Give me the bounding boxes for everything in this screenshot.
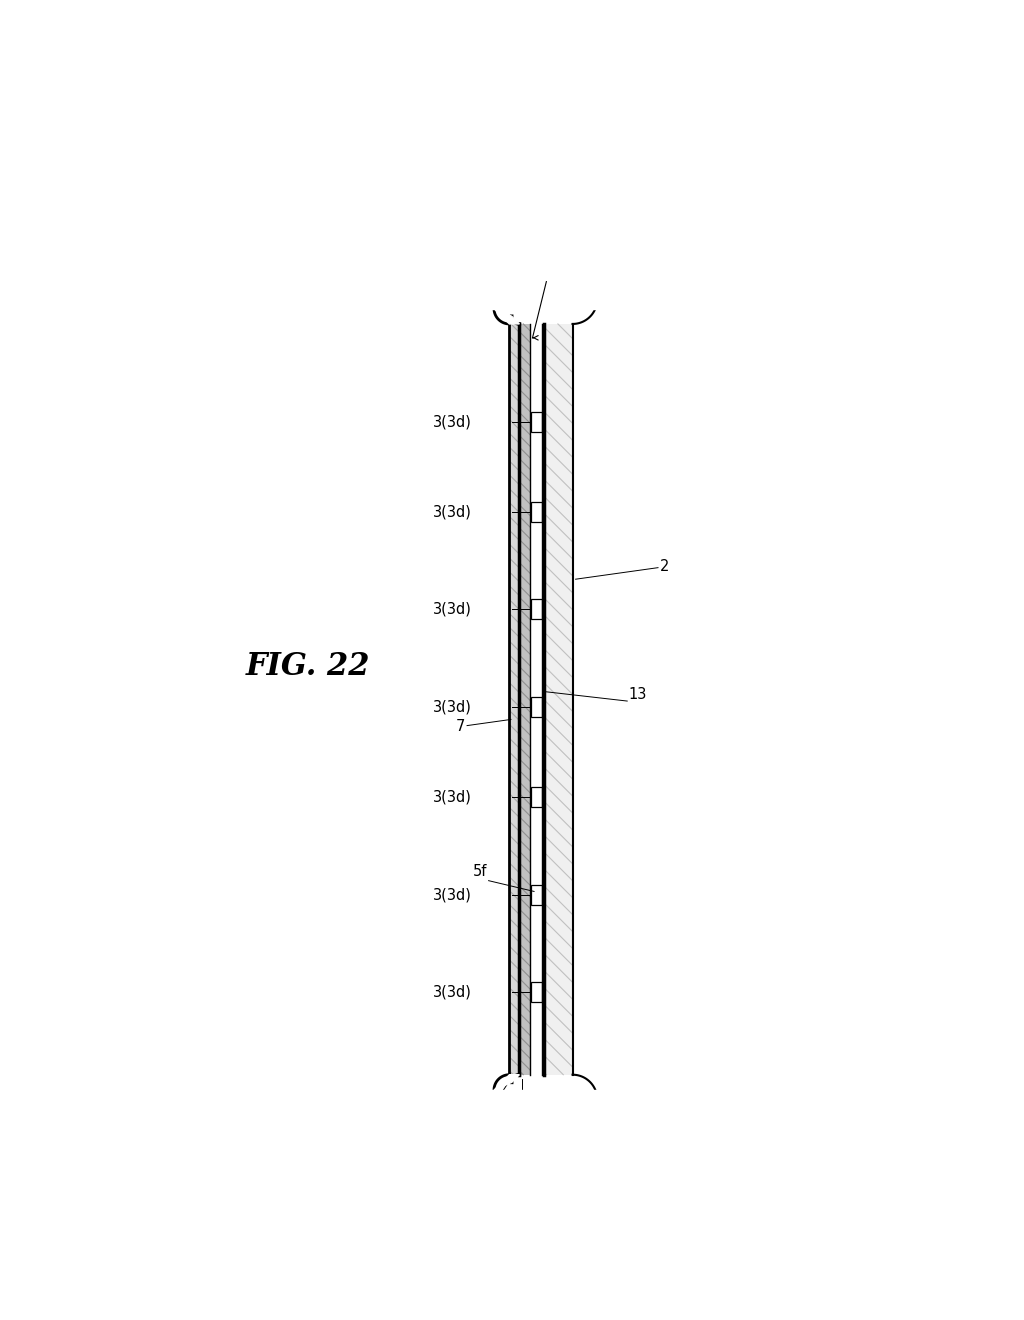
Text: 3(3d): 3(3d) <box>433 789 472 804</box>
Polygon shape <box>494 1074 519 1090</box>
Bar <box>530 323 544 1074</box>
Text: 20(20a): 20(20a) <box>550 271 608 285</box>
Bar <box>531 982 542 1002</box>
Bar <box>519 323 530 1074</box>
Text: 3(3d): 3(3d) <box>433 700 472 714</box>
Text: 5(5e): 5(5e) <box>451 1111 489 1127</box>
Text: 2: 2 <box>659 560 669 574</box>
Text: 2a: 2a <box>513 1122 530 1138</box>
Text: 3(3d): 3(3d) <box>433 985 472 999</box>
Bar <box>544 323 572 1074</box>
Text: US 2012/0235308 A1: US 2012/0235308 A1 <box>627 193 805 209</box>
Text: 3(3d): 3(3d) <box>433 504 472 519</box>
Bar <box>531 599 542 619</box>
Text: 3(3d): 3(3d) <box>433 602 472 616</box>
Polygon shape <box>494 309 519 323</box>
Bar <box>531 412 542 432</box>
Bar <box>531 884 542 904</box>
Text: Sheet 21 of 56: Sheet 21 of 56 <box>509 193 635 209</box>
Text: 5f: 5f <box>473 865 487 879</box>
Text: 2b: 2b <box>551 1138 569 1152</box>
Text: Sep. 20, 2012: Sep. 20, 2012 <box>412 193 529 209</box>
Text: FIG. 22: FIG. 22 <box>246 651 371 682</box>
Text: 13: 13 <box>629 686 647 702</box>
Bar <box>531 502 542 521</box>
Text: 7: 7 <box>456 719 466 734</box>
Bar <box>509 323 519 1074</box>
Text: 3(3d): 3(3d) <box>433 887 472 902</box>
Bar <box>531 697 542 717</box>
Text: Patent Application Publication: Patent Application Publication <box>178 193 439 209</box>
Bar <box>531 787 542 807</box>
Text: 3(3d): 3(3d) <box>433 414 472 429</box>
